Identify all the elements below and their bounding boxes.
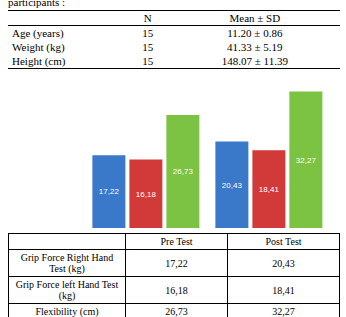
html-text:20,43: 20,43 — [272, 257, 295, 269]
html-text:148.07 ± 11.39: 148.07 ± 11.39 — [221, 55, 288, 67]
svg-text:20,43: 20,43 — [222, 181, 243, 190]
html-text:15: 15 — [142, 27, 154, 39]
html-text:N: N — [143, 12, 152, 24]
html-text:41.33 ± 5.19: 41.33 ± 5.19 — [227, 41, 283, 53]
html-text:Weight (kg): Weight (kg) — [12, 41, 65, 53]
html-text:Grip Force Right Hand Test (kg: Grip Force Right Hand Test (kg) — [20, 252, 114, 274]
html-text:Post Test: Post Test — [265, 236, 302, 247]
html-text:17,22: 17,22 — [165, 257, 188, 269]
html-text:18,41: 18,41 — [272, 284, 295, 296]
html-text:Flexibility (cm): Flexibility (cm) — [35, 306, 99, 317]
svg-text:17,22: 17,22 — [99, 187, 120, 196]
html-text:26,73: 26,73 — [165, 306, 188, 317]
html-text:32,27: 32,27 — [272, 306, 295, 317]
svg-text:16,18: 16,18 — [136, 190, 157, 199]
html-text:Age (years): Age (years) — [12, 27, 64, 39]
svg-text:18,41: 18,41 — [259, 185, 280, 194]
svg-text:26,73: 26,73 — [173, 167, 194, 176]
html-text:Mean ± SD: Mean ± SD — [229, 12, 281, 24]
svg-text:32,27: 32,27 — [296, 156, 317, 165]
html-text:16,18: 16,18 — [165, 284, 188, 296]
html-text:15: 15 — [142, 55, 154, 67]
html-text:Grip Force left Hand Test (kg): Grip Force left Hand Test (kg) — [15, 279, 119, 301]
html-text:11.20 ± 0.86: 11.20 ± 0.86 — [227, 27, 283, 39]
html-text:Pre Test: Pre Test — [160, 236, 193, 247]
html-text:Height (cm): Height (cm) — [12, 55, 66, 67]
html-text:15: 15 — [142, 41, 154, 53]
